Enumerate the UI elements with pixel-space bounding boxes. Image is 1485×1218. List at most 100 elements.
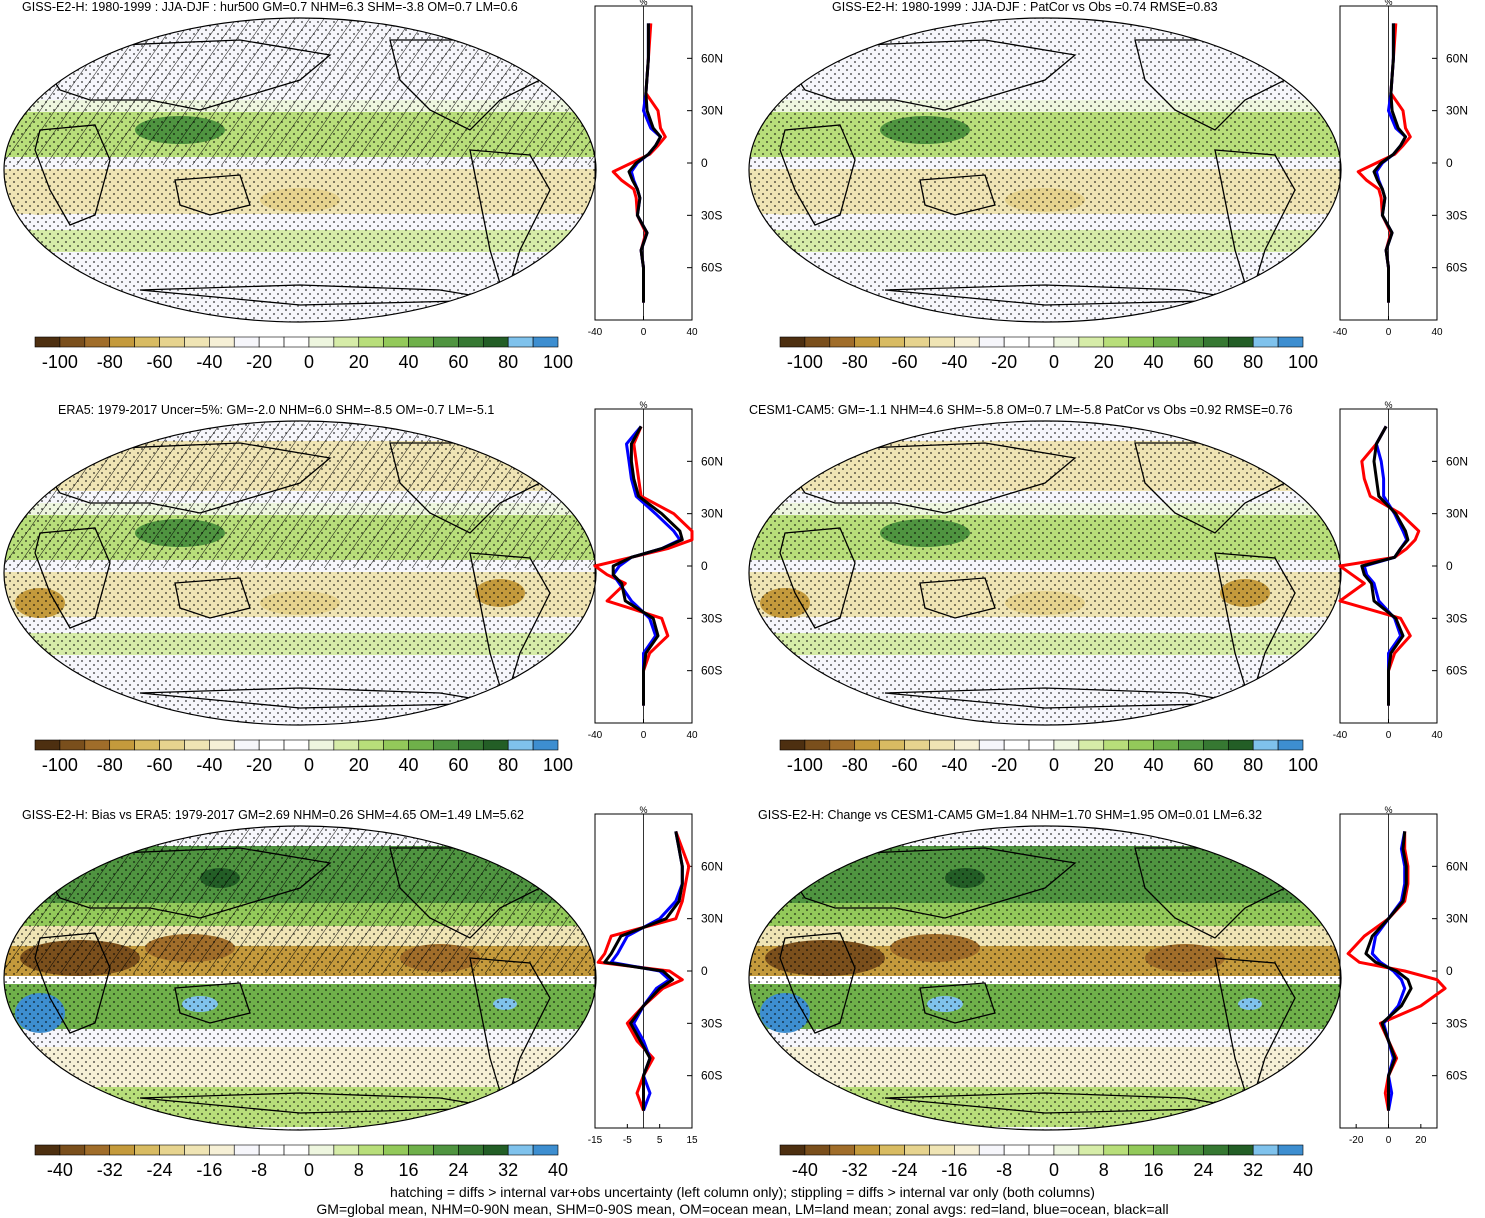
colorbar-tick-label: -40 (941, 352, 967, 372)
lat-tick-label: 60S (701, 261, 722, 275)
lat-tick-label: 30S (701, 611, 722, 625)
lat-tick-label: 60N (1446, 51, 1468, 65)
lat-tick-label: 60S (701, 1069, 722, 1083)
zonal-series-all (611, 425, 684, 706)
panel-6: GISS-E2-H: Change vs CESM1-CAM5 GM=1.84 … (745, 805, 1485, 1213)
colorbar-tick-label: 0 (1049, 1160, 1059, 1180)
colorbar-tick-label: 60 (1193, 755, 1213, 775)
colorbar-tick-label: 80 (1243, 352, 1263, 372)
colorbar-tick-label: 32 (498, 1160, 518, 1180)
zonal-series-all (1364, 831, 1413, 1111)
colorbar-tick-label: -16 (941, 1160, 967, 1180)
colorbar-tick-label: 100 (1288, 352, 1318, 372)
colorbar-tick-label: -80 (97, 755, 123, 775)
zonal-x-tick-label: -15 (588, 1135, 603, 1146)
colorbar-tick-label: 0 (304, 1160, 314, 1180)
colorbar-tick-label: 20 (1094, 755, 1114, 775)
zonal-x-tick-label: 0 (1386, 730, 1392, 741)
colorbar-tick-label: 80 (498, 755, 518, 775)
lat-tick-label: 60N (701, 51, 723, 65)
panel-title: GISS-E2-H: 1980-1999 : JJA-DJF : hur500 … (22, 0, 518, 14)
colorbar-tick-label: -20 (991, 352, 1017, 372)
colorbar-tick-label: 0 (1049, 352, 1059, 372)
colorbar-tick-label: 100 (543, 755, 573, 775)
zonal-series-land (1338, 425, 1421, 706)
zonal-x-tick-label: -40 (1333, 730, 1348, 741)
zonal-x-tick-label: 20 (1415, 1135, 1427, 1146)
colorbar-tick-label: -100 (787, 755, 823, 775)
colorbar: -100 -80 -60 -40 -20 0 20 40 60 80 100 (779, 336, 1318, 372)
colorbar-tick-label: 20 (1094, 352, 1114, 372)
zonal-x-tick-label: -40 (588, 730, 603, 741)
colorbar-tick-label: -8 (251, 1160, 267, 1180)
colorbar-tick-label: 20 (349, 352, 369, 372)
zonal-x-tick-label: 5 (657, 1135, 663, 1146)
footnote-legend: GM=global mean, NHM=0-90N mean, SHM=0-90… (316, 1201, 1169, 1217)
colorbar-tick-label: 100 (543, 352, 573, 372)
colorbar: -100 -80 -60 -40 -20 0 20 40 60 80 100 (34, 739, 573, 775)
panel-figure: % 60N 30N 0 30S 60S -15 -5 5 15 -40 -32 -24 -16 -8 0 8 16… (3, 805, 723, 1180)
lat-tick-label: 60S (1446, 1069, 1467, 1083)
lat-tick-label: 60N (701, 859, 723, 873)
zonal-unit-label: % (1384, 805, 1392, 815)
colorbar-tick-label: -40 (47, 1160, 73, 1180)
panel-figure: % 60N 30N 0 30S 60S -20 0 20 -40 -32 -24 -16 -8 0 8 16 24… (748, 805, 1468, 1180)
zonal-x-tick-label: 0 (1386, 1135, 1392, 1146)
colorbar-tick-label: -100 (42, 755, 78, 775)
lat-tick-label: 30S (701, 1016, 722, 1030)
colorbar-tick-label: 40 (399, 352, 419, 372)
colorbar-tick-label: 40 (1144, 755, 1164, 775)
colorbar-tick-label: 80 (1243, 755, 1263, 775)
zonal-x-tick-label: -40 (1333, 327, 1348, 338)
panel-title: GISS-E2-H: Bias vs ERA5: 1979-2017 GM=2.… (22, 808, 524, 822)
zonal-mean-plot: % 60N 30N 0 30S 60S -40 0 40 (588, 0, 723, 338)
colorbar-tick-label: -32 (97, 1160, 123, 1180)
lat-tick-label: 30N (701, 912, 723, 926)
colorbar-tick-label: -80 (842, 755, 868, 775)
panel-figure: % 60N 30N 0 30S 60S -40 0 40 -100 -80 -60 -40 -20 0 20 4… (3, 400, 723, 775)
zonal-series-land (1346, 831, 1447, 1111)
zonal-series-all (1360, 425, 1410, 706)
colorbar-tick-label: 8 (354, 1160, 364, 1180)
zonal-mean-plot: % 60N 30N 0 30S 60S -40 0 40 (588, 400, 723, 741)
lat-tick-label: 0 (701, 156, 708, 170)
colorbar-tick-label: -24 (892, 1160, 918, 1180)
zonal-x-tick-label: -5 (623, 1135, 632, 1146)
colorbar: -40 -32 -24 -16 -8 0 8 16 24 32 40 (779, 1144, 1313, 1180)
lat-tick-label: 30S (1446, 611, 1467, 625)
lat-tick-label: 30S (701, 208, 722, 222)
colorbar-tick-label: 24 (448, 1160, 468, 1180)
colorbar-tick-label: -60 (892, 755, 918, 775)
colorbar-tick-label: 60 (448, 755, 468, 775)
panel-figure: % 60N 30N 0 30S 60S -40 0 40 -100 -80 -60 -40 -20 0 20 4… (748, 0, 1468, 372)
colorbar-tick-label: -24 (147, 1160, 173, 1180)
colorbar-tick-label: 16 (1144, 1160, 1164, 1180)
zonal-mean-plot: % 60N 30N 0 30S 60S -15 -5 5 15 (588, 805, 723, 1146)
zonal-x-tick-label: -20 (1349, 1135, 1364, 1146)
panel-title: GISS-E2-H: 1980-1999 : JJA-DJF : PatCor … (832, 0, 1218, 14)
colorbar-tick-label: -80 (97, 352, 123, 372)
colorbar-tick-label: -40 (941, 755, 967, 775)
zonal-x-tick-label: 40 (1431, 730, 1443, 741)
colorbar-tick-label: 0 (304, 352, 314, 372)
zonal-mean-plot: % 60N 30N 0 30S 60S -40 0 40 (1333, 400, 1468, 741)
lat-tick-label: 30S (1446, 208, 1467, 222)
panel-title: CESM1-CAM5: GM=-1.1 NHM=4.6 SHM=-5.8 OM=… (749, 403, 1293, 417)
colorbar-tick-label: 20 (349, 755, 369, 775)
colorbar-tick-label: -20 (246, 755, 272, 775)
lat-tick-label: 0 (1446, 559, 1453, 573)
panel-2: GISS-E2-H: 1980-1999 : JJA-DJF : PatCor … (745, 0, 1485, 405)
zonal-series-land (593, 425, 694, 706)
colorbar-tick-label: -16 (196, 1160, 222, 1180)
zonal-mean-plot: % 60N 30N 0 30S 60S -40 0 40 (1333, 0, 1468, 338)
zonal-unit-label: % (639, 0, 647, 7)
colorbar-tick-label: -40 (196, 755, 222, 775)
colorbar-tick-label: 60 (1193, 352, 1213, 372)
colorbar-tick-label: -8 (996, 1160, 1012, 1180)
zonal-unit-label: % (1384, 0, 1392, 7)
panel-figure: % 60N 30N 0 30S 60S -40 0 40 -100 -80 -60 -40 -20 0 20 4… (748, 400, 1468, 775)
colorbar-tick-label: -100 (787, 352, 823, 372)
lat-tick-label: 60N (701, 454, 723, 468)
colorbar-tick-label: 8 (1099, 1160, 1109, 1180)
lat-tick-label: 0 (1446, 964, 1453, 978)
